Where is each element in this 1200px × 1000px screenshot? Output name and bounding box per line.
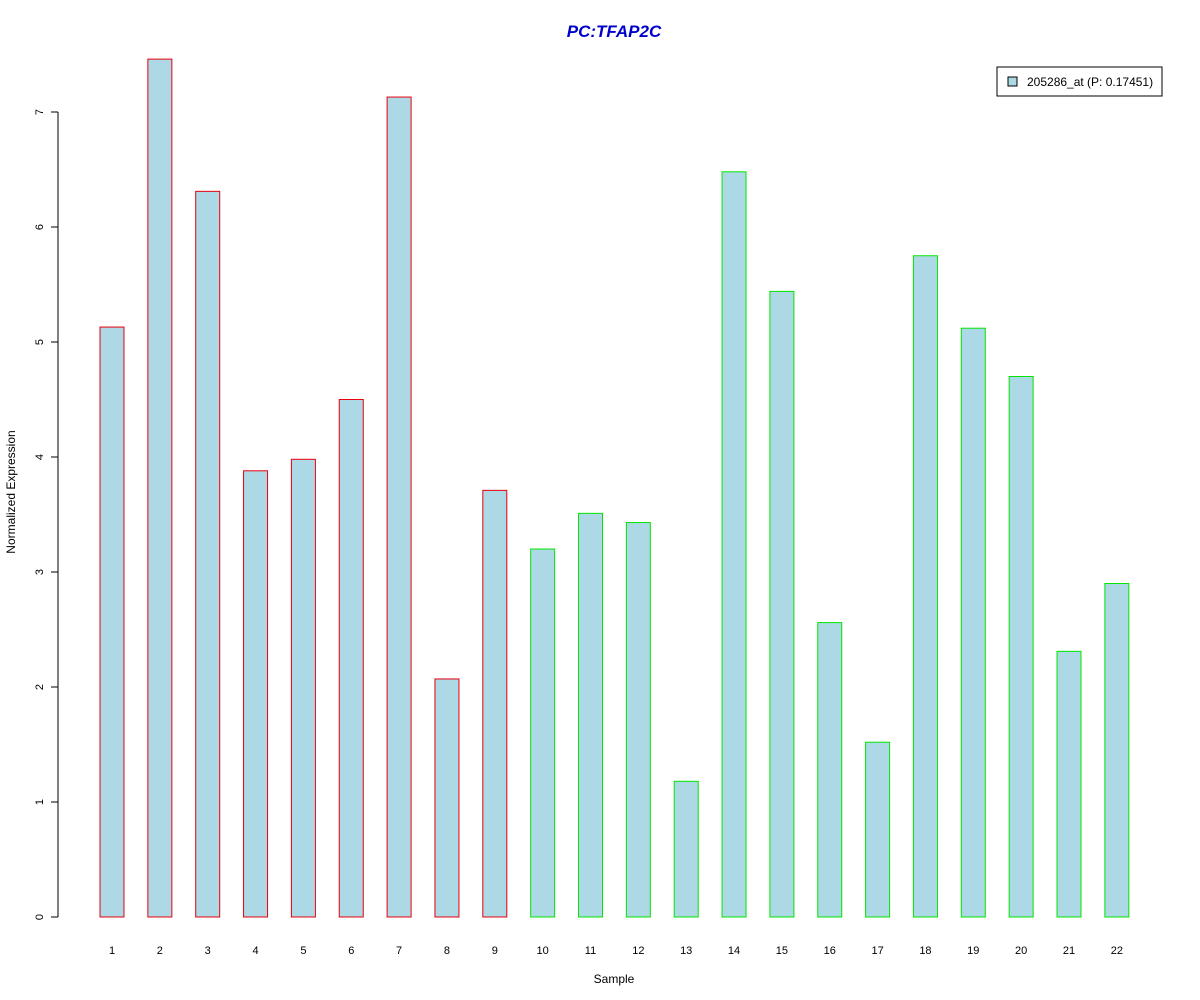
x-tick-label: 10: [537, 945, 549, 957]
bar: [625, 522, 651, 918]
bar: [865, 741, 891, 918]
y-tick-label: 1: [34, 799, 46, 805]
bar: [99, 326, 125, 918]
legend-entry: 205286_at (P: 0.17451): [1027, 75, 1153, 89]
x-tick-label: 19: [967, 945, 979, 957]
bar: [769, 290, 795, 918]
y-tick-label: 0: [34, 914, 46, 920]
y-axis: 0 1 2 3 4 5 6 7: [34, 109, 59, 920]
bar: [338, 399, 364, 918]
x-tick-label: 21: [1063, 945, 1075, 957]
x-tick-label: 9: [492, 945, 498, 957]
bar: [817, 622, 843, 918]
bars: [99, 58, 1130, 918]
legend-box: [996, 66, 1163, 97]
bar: [578, 512, 603, 918]
x-tick-label: 2: [157, 945, 163, 957]
x-tick-label: 3: [205, 945, 211, 957]
bar: [1008, 376, 1034, 918]
x-tick-label: 4: [252, 945, 258, 957]
bar: [912, 255, 938, 918]
x-tick-label: 16: [824, 945, 836, 957]
bar: [243, 470, 269, 918]
bar: [482, 489, 508, 918]
x-tick-label: 7: [396, 945, 402, 957]
bar: [1056, 650, 1082, 918]
bar: [1104, 583, 1130, 918]
x-tick-label: 18: [919, 945, 931, 957]
bar: [960, 327, 986, 918]
x-tick-label: 12: [632, 945, 644, 957]
x-tick-label: 13: [680, 945, 692, 957]
x-tick-label: 5: [300, 945, 306, 957]
y-tick-label: 2: [34, 684, 46, 690]
x-tick-label: 17: [871, 945, 883, 957]
y-axis-label: Normalized Expression: [4, 430, 18, 553]
bar: [721, 171, 747, 918]
x-axis-label: Sample: [594, 972, 635, 986]
legend: 205286_at (P: 0.17451): [996, 66, 1163, 97]
bar: [147, 58, 173, 918]
x-tick-label: 6: [348, 945, 354, 957]
bar: [673, 780, 699, 918]
y-tick-label: 4: [34, 454, 46, 460]
bar: [195, 190, 221, 918]
y-tick-label: 7: [34, 109, 46, 115]
bar: [530, 548, 556, 918]
legend-swatch: [1007, 76, 1018, 87]
x-tick-label: 14: [728, 945, 740, 957]
y-tick-label: 6: [34, 224, 46, 230]
x-tick-label: 20: [1015, 945, 1027, 957]
x-tick-label: 8: [444, 945, 450, 957]
y-tick-label: 3: [34, 569, 46, 575]
x-tick-label: 22: [1111, 945, 1123, 957]
x-tick-label: 15: [776, 945, 788, 957]
y-tick-label: 5: [34, 339, 46, 345]
chart-title: PC:TFAP2C: [567, 22, 662, 41]
x-tick-label: 11: [585, 945, 596, 957]
bar: [290, 458, 316, 918]
bar: [386, 96, 412, 918]
bar: [434, 678, 460, 918]
x-tick-label: 1: [109, 945, 115, 957]
x-tick-labels: 1 2 3 4 5 6 7 8 9 10 11 12 13 14 15 16 17 18 19 20 21 22: [109, 945, 1123, 957]
